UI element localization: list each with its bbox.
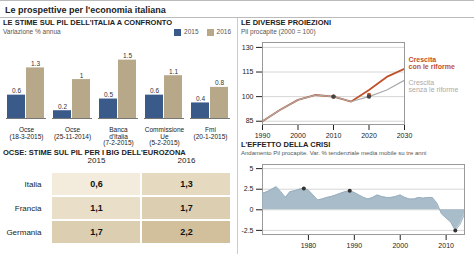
svg-text:2,2: 2,2 xyxy=(180,227,193,237)
svg-text:Francia: Francia xyxy=(15,204,42,213)
svg-text:CommissioneUe(5-2-2015): CommissioneUe(5-2-2015) xyxy=(145,126,185,147)
html-text:Pil procapite (2000 = 100): Pil procapite (2000 = 100) xyxy=(241,28,316,35)
svg-text:Germania: Germania xyxy=(6,228,42,237)
svg-text:Bancad'Italia(7-2-2015): Bancad'Italia(7-2-2015) xyxy=(103,126,133,147)
svg-text:2000: 2000 xyxy=(392,242,408,249)
svg-text:0.4: 0.4 xyxy=(196,95,205,102)
html-text:LE DIVERSE PROIEZIONI: LE DIVERSE PROIEZIONI xyxy=(241,18,331,27)
svg-text:Crescitacon le riforme: Crescitacon le riforme xyxy=(409,56,455,70)
svg-text:0.2: 0.2 xyxy=(58,103,67,110)
svg-text:1990: 1990 xyxy=(347,242,363,249)
svg-text:1980: 1980 xyxy=(301,242,317,249)
svg-text:0: 0 xyxy=(250,206,254,213)
svg-text:Italia: Italia xyxy=(25,180,42,189)
svg-text:2015: 2015 xyxy=(88,156,106,165)
svg-text:1,7: 1,7 xyxy=(180,203,193,213)
html-text:Variazione % annua: Variazione % annua xyxy=(3,28,61,35)
svg-text:Ocse(18-3-2015): Ocse(18-3-2015) xyxy=(10,126,44,140)
svg-text:Fmi(20-1-2015): Fmi(20-1-2015) xyxy=(194,126,228,140)
svg-text:-2.5: -2.5 xyxy=(241,227,253,234)
svg-text:1.1: 1.1 xyxy=(169,68,178,75)
html-text:L'EFFETTO DELLA CRISI: L'EFFETTO DELLA CRISI xyxy=(241,140,331,149)
svg-text:1,1: 1,1 xyxy=(90,203,103,213)
svg-text:2.5: 2.5 xyxy=(244,185,254,192)
svg-text:1990: 1990 xyxy=(255,132,271,139)
svg-text:2020: 2020 xyxy=(361,132,377,139)
svg-text:1: 1 xyxy=(80,72,84,79)
html-text:LE STIME SUL PIL DELL'ITALIA A: LE STIME SUL PIL DELL'ITALIA A CONFRONTO xyxy=(3,18,173,27)
svg-text:0.5: 0.5 xyxy=(104,91,113,98)
html-text:OCSE: STIME SUL PIL PER I BIG: OCSE: STIME SUL PIL PER I BIG DELL'EUROZ… xyxy=(3,148,186,157)
svg-text:1.3: 1.3 xyxy=(31,60,40,67)
svg-text:2016: 2016 xyxy=(178,156,196,165)
svg-text:1,3: 1,3 xyxy=(180,179,193,189)
svg-text:130: 130 xyxy=(242,44,254,51)
svg-text:0,6: 0,6 xyxy=(90,179,103,189)
html-text:Le prospettive per l'economia: Le prospettive per l'economia italiana xyxy=(5,5,166,15)
svg-text:1,7: 1,7 xyxy=(90,227,103,237)
svg-text:Crescitasenza le riforme: Crescitasenza le riforme xyxy=(409,79,459,93)
html-text:Andamento Pil procapite. Var.: Andamento Pil procapite. Var. % tendenzi… xyxy=(241,150,427,156)
svg-text:85: 85 xyxy=(246,117,254,124)
svg-text:2010: 2010 xyxy=(438,242,454,249)
svg-text:Ocse(25-11-2014): Ocse(25-11-2014) xyxy=(54,126,91,140)
svg-text:5: 5 xyxy=(250,165,254,172)
html-text:2016: 2016 xyxy=(216,28,231,35)
svg-text:115: 115 xyxy=(242,68,253,75)
svg-text:2010: 2010 xyxy=(326,132,342,139)
svg-text:2030: 2030 xyxy=(397,132,413,139)
svg-text:0.6: 0.6 xyxy=(12,87,21,94)
svg-text:1.5: 1.5 xyxy=(123,52,132,59)
svg-text:0.6: 0.6 xyxy=(150,87,159,94)
svg-text:100: 100 xyxy=(242,93,254,100)
svg-text:0.8: 0.8 xyxy=(215,79,224,86)
html-text:2015: 2015 xyxy=(184,28,199,35)
svg-text:2000: 2000 xyxy=(290,132,306,139)
